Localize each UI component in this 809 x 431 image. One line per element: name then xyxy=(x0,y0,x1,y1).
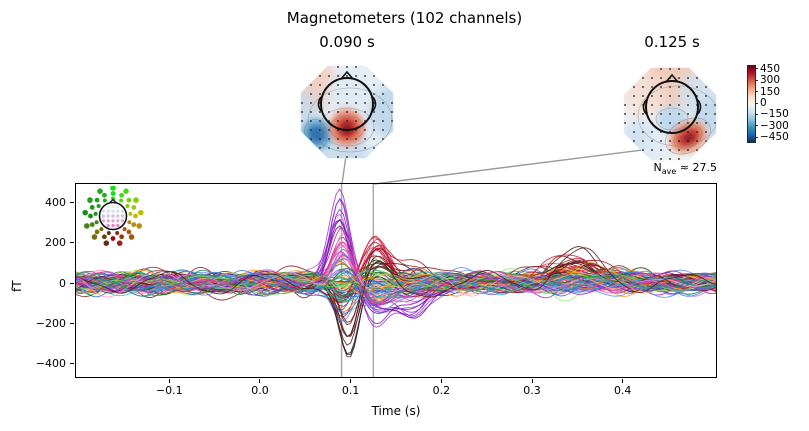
colorbar-tick-mark xyxy=(755,79,758,81)
x-tick-mark xyxy=(531,379,533,383)
x-tick-mark xyxy=(622,379,624,383)
colorbar-tick-label: 450 xyxy=(760,62,781,75)
colorbar-tick-mark xyxy=(755,91,758,93)
y-tick-label: 400 xyxy=(45,196,66,210)
colorbar-tick-label: 150 xyxy=(760,85,781,98)
channel-trace xyxy=(75,241,717,305)
colorbar-tick-mark xyxy=(755,102,758,104)
butterfly-traces xyxy=(75,183,717,378)
colorbar-tick-label: 0 xyxy=(760,97,767,109)
channel-trace xyxy=(75,272,717,296)
x-tick-mark xyxy=(440,379,442,383)
x-tick-mark xyxy=(259,379,261,383)
x-tick-mark xyxy=(168,379,170,383)
channel-trace xyxy=(75,272,717,305)
y-tick-label: 200 xyxy=(45,236,66,250)
topomap-time-label-1: 0.090 s xyxy=(319,33,375,51)
x-tick-label: 0.2 xyxy=(432,384,451,397)
y-tick-mark xyxy=(70,242,74,244)
connector-line-2 xyxy=(373,148,651,185)
colorbar-tick-label: −300 xyxy=(760,119,789,132)
x-axis-label: Time (s) xyxy=(371,404,421,418)
x-tick-label: 0.0 xyxy=(251,384,269,397)
channel-trace xyxy=(75,197,717,317)
topomap-2-contours xyxy=(637,85,717,155)
colorbar-tick-mark xyxy=(755,125,758,127)
y-tick-mark xyxy=(70,362,74,364)
x-tick-label: 0.1 xyxy=(341,384,360,397)
y-tick-label: −200 xyxy=(35,316,66,330)
colorbar-tick-mark xyxy=(755,68,758,70)
figure-title: Magnetometers (102 channels) xyxy=(286,9,523,27)
colorbar-gradient xyxy=(747,65,756,143)
topomap-1 xyxy=(300,65,394,159)
colorbar-tick-label: −450 xyxy=(760,131,789,144)
y-tick-label: −400 xyxy=(35,356,66,370)
y-tick-mark xyxy=(70,322,74,324)
topomap-time-label-2: 0.125 s xyxy=(644,33,700,51)
y-tick-label: 0 xyxy=(59,276,66,290)
y-axis-label: fT xyxy=(10,280,24,292)
channel-trace xyxy=(75,219,717,319)
x-tick-label: 0.3 xyxy=(523,384,541,397)
x-tick-mark xyxy=(350,379,352,383)
x-tick-label: 0.4 xyxy=(613,384,632,397)
channel-trace xyxy=(75,271,717,298)
y-tick-mark xyxy=(70,202,74,204)
colorbar-tick-mark xyxy=(755,136,758,138)
sensor-position-inset xyxy=(82,186,144,246)
topomap-1-head xyxy=(317,70,377,131)
channel-trace xyxy=(75,247,717,346)
colorbar-tick-mark xyxy=(755,113,758,115)
topomap-2-head xyxy=(642,73,702,134)
colorbar-tick-label: −150 xyxy=(760,108,789,121)
connector-line-1 xyxy=(341,155,347,185)
channel-trace xyxy=(75,248,717,313)
y-tick-mark xyxy=(70,282,74,284)
channel-trace xyxy=(75,255,717,298)
colorbar-tick-label: 300 xyxy=(760,74,781,87)
nave-annotation: Nave ≈ 27.5 xyxy=(653,161,718,177)
topomap-2 xyxy=(623,67,717,161)
x-tick-label: −0.1 xyxy=(155,384,183,397)
